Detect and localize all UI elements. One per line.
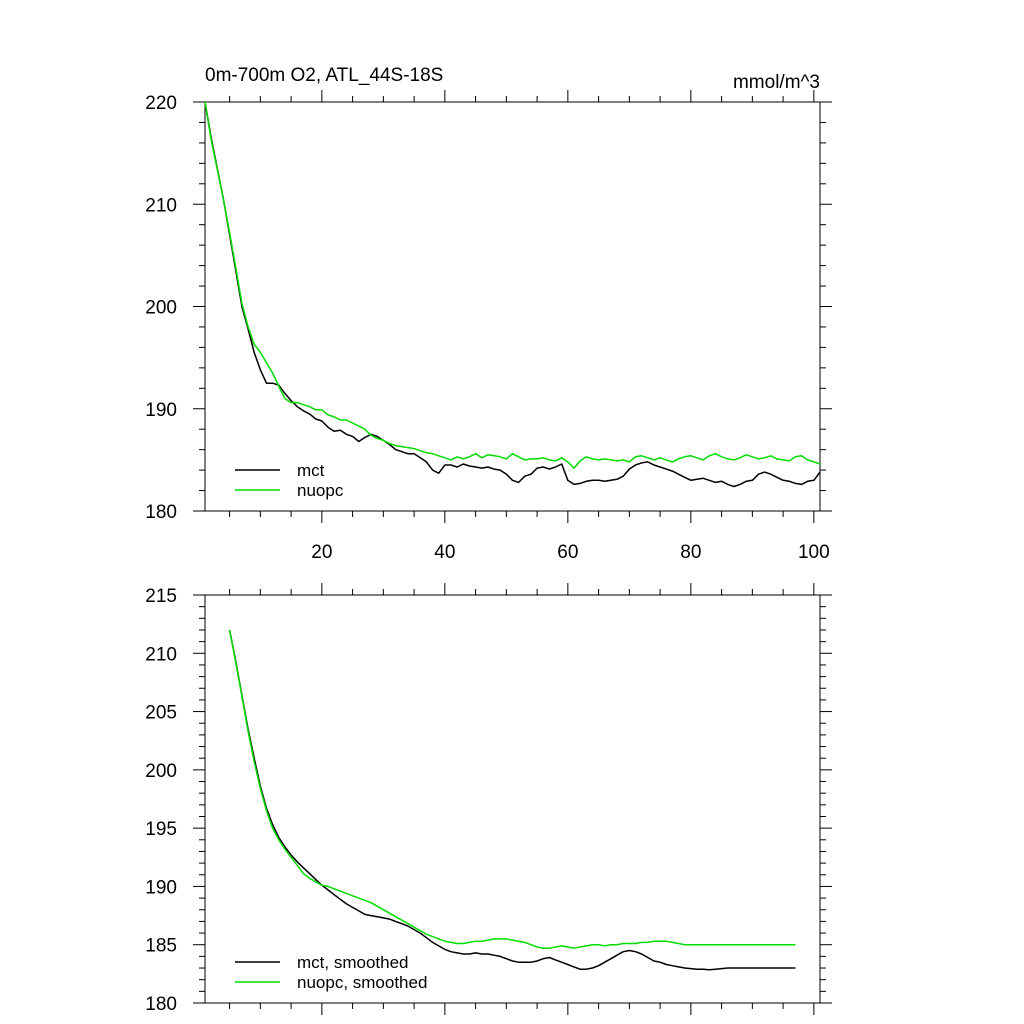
plot-frame bbox=[204, 594, 821, 1004]
chart-title: 0m-700m O2, ATL_44S-18S bbox=[205, 65, 443, 86]
y-tick-label: 185 bbox=[145, 936, 177, 957]
y-tick-label: 210 bbox=[145, 644, 177, 665]
plot-frame bbox=[204, 101, 821, 512]
y-tick-label: 200 bbox=[145, 761, 177, 782]
y-tick-label: 180 bbox=[145, 994, 177, 1015]
y-tick-label: 215 bbox=[145, 586, 177, 607]
legend-label: nuopc, smoothed bbox=[297, 973, 427, 992]
legend-label: mct, smoothed bbox=[297, 953, 409, 972]
legend-label: mct bbox=[297, 461, 325, 480]
y-tick-label: 200 bbox=[145, 298, 177, 319]
series-line-nuopc bbox=[204, 101, 821, 469]
x-tick-label: 80 bbox=[680, 542, 701, 563]
units-label: mmol/m^3 bbox=[733, 72, 820, 93]
y-tick-label: 190 bbox=[145, 400, 177, 421]
x-tick-label: 60 bbox=[557, 542, 578, 563]
top-panel: 180 190 200 210 220 20 40 60 80 100 0m-700m O2, AT… bbox=[145, 65, 832, 563]
y-tick-label: 180 bbox=[145, 502, 177, 523]
x-tick-label: 40 bbox=[434, 542, 455, 563]
x-tick-label: 20 bbox=[311, 542, 332, 563]
x-tick-label: 100 bbox=[798, 542, 830, 563]
y-tick-label: 220 bbox=[145, 93, 177, 114]
y-tick-label: 195 bbox=[145, 819, 177, 840]
y-tick-label: 190 bbox=[145, 877, 177, 898]
legend-label: nuopc bbox=[297, 481, 344, 500]
bottom-panel: 180 185 190 195 200 205 210 215 mct, smoothednuo… bbox=[145, 583, 832, 1015]
y-tick-label: 210 bbox=[145, 195, 177, 216]
series-line-mct bbox=[204, 101, 821, 488]
y-tick-label: 205 bbox=[145, 703, 177, 724]
series-line-mct-smoothed bbox=[228, 629, 796, 971]
series-line-nuopc-smoothed bbox=[228, 629, 796, 949]
